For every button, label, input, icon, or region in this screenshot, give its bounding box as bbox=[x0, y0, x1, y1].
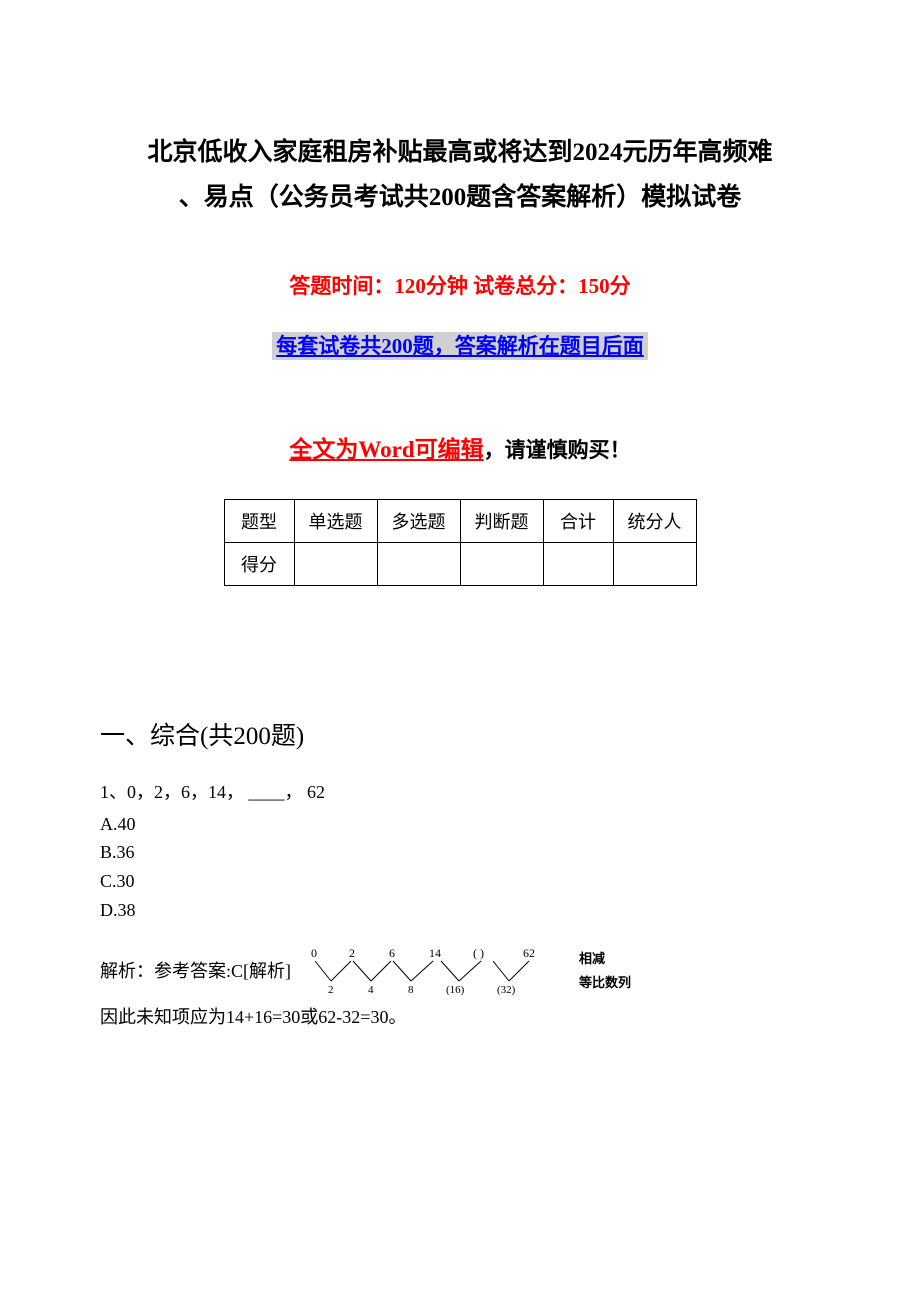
option-c: C.30 bbox=[100, 867, 820, 896]
option-b: B.36 bbox=[100, 838, 820, 867]
analysis-conclusion: 因此未知项应为14+16=30或62-32=30。 bbox=[100, 1003, 820, 1032]
exam-note: 每套试卷共200题，答案解析在题目后面 bbox=[100, 330, 820, 360]
question-1: 1、0，2，6，14， ____， 62 A.40 B.36 C.30 D.38 bbox=[100, 777, 820, 925]
table-cell bbox=[543, 543, 613, 586]
word-notice-emphasis: 全文为Word可编辑 bbox=[289, 437, 483, 462]
title-line-2: 、易点（公务员考试共200题含答案解析）模拟试卷 bbox=[100, 175, 820, 220]
exam-info: 答题时间：120分钟 试卷总分：150分 bbox=[100, 270, 820, 300]
seq-bottom-1: 4 bbox=[368, 984, 374, 995]
table-header-cell: 统分人 bbox=[613, 500, 696, 543]
seq-line bbox=[411, 961, 433, 981]
score-table: 题型 单选题 多选题 判断题 合计 统分人 得分 bbox=[224, 499, 697, 586]
table-score-row: 得分 bbox=[224, 543, 696, 586]
analysis-label: 解析：参考答案:C[解析] bbox=[100, 957, 291, 983]
seq-top-5: 62 bbox=[523, 946, 535, 960]
table-header-cell: 多选题 bbox=[377, 500, 460, 543]
seq-label-top: 相减 bbox=[579, 951, 605, 966]
analysis-row: 解析：参考答案:C[解析] 0 2 6 14 ( ) 62 2 4 8 (16)… bbox=[100, 945, 820, 995]
seq-line bbox=[459, 961, 481, 981]
seq-line bbox=[353, 961, 371, 981]
seq-top-4: ( ) bbox=[473, 946, 484, 960]
section-title: 一、综合(共200题) bbox=[100, 716, 820, 752]
table-cell bbox=[613, 543, 696, 586]
seq-bottom-3: (16) bbox=[446, 984, 465, 995]
table-header-cell: 题型 bbox=[224, 500, 294, 543]
seq-top-3: 14 bbox=[429, 946, 441, 960]
seq-line bbox=[509, 961, 529, 981]
table-cell bbox=[377, 543, 460, 586]
table-header-row: 题型 单选题 多选题 判断题 合计 统分人 bbox=[224, 500, 696, 543]
option-a: A.40 bbox=[100, 810, 820, 839]
seq-line bbox=[393, 961, 411, 981]
seq-line bbox=[493, 961, 509, 981]
title-line-1: 北京低收入家庭租房补贴最高或将达到2024元历年高频难 bbox=[100, 130, 820, 175]
word-notice-plain: ，请谨慎购买！ bbox=[484, 438, 631, 462]
option-d: D.38 bbox=[100, 896, 820, 925]
question-prompt: 1、0，2，6，14， ____， 62 bbox=[100, 777, 820, 808]
table-row-label: 得分 bbox=[224, 543, 294, 586]
seq-line bbox=[315, 961, 331, 981]
seq-bottom-2: 8 bbox=[408, 984, 414, 995]
seq-top-0: 0 bbox=[311, 946, 317, 960]
seq-top-1: 2 bbox=[349, 946, 355, 960]
table-header-cell: 判断题 bbox=[460, 500, 543, 543]
seq-bottom-0: 2 bbox=[328, 984, 334, 995]
exam-note-text: 每套试卷共200题，答案解析在题目后面 bbox=[272, 332, 648, 360]
table-cell bbox=[460, 543, 543, 586]
question-options: A.40 B.36 C.30 D.38 bbox=[100, 810, 820, 925]
seq-label-bottom: 等比数列 bbox=[578, 975, 631, 990]
seq-bottom-4: (32) bbox=[497, 984, 516, 995]
seq-line bbox=[331, 961, 351, 981]
seq-line bbox=[441, 961, 459, 981]
table-header-cell: 单选题 bbox=[294, 500, 377, 543]
sequence-diagram: 0 2 6 14 ( ) 62 2 4 8 (16) (32) 相减 等比数列 bbox=[301, 945, 671, 995]
document-title: 北京低收入家庭租房补贴最高或将达到2024元历年高频难 、易点（公务员考试共20… bbox=[100, 130, 820, 220]
word-notice: 全文为Word可编辑，请谨慎购买！ bbox=[100, 430, 820, 464]
seq-top-2: 6 bbox=[389, 946, 395, 960]
seq-line bbox=[371, 961, 391, 981]
table-header-cell: 合计 bbox=[543, 500, 613, 543]
table-cell bbox=[294, 543, 377, 586]
